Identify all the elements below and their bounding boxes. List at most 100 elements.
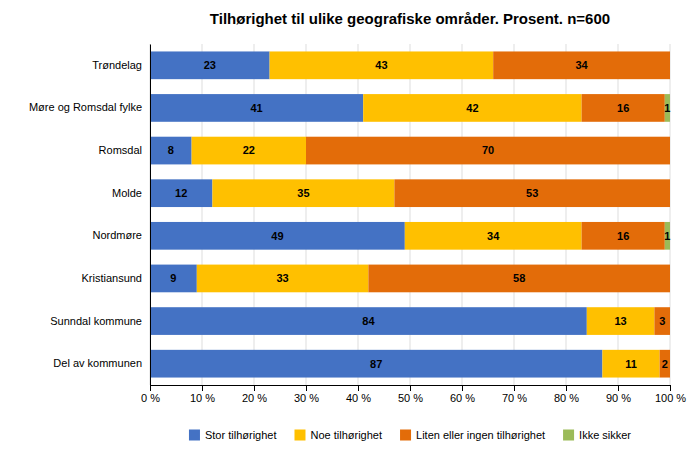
x-tick-mark bbox=[150, 385, 151, 391]
x-tick-label: 30 % bbox=[294, 392, 319, 404]
x-tick: 0 % bbox=[141, 385, 160, 404]
x-tick-mark bbox=[306, 385, 307, 391]
legend: Stor tilhørighet Noe tilhørighet Liten ell… bbox=[189, 429, 631, 441]
y-tick-label: Nordmøre bbox=[92, 229, 142, 241]
x-tick: 90 % bbox=[606, 385, 631, 404]
data-label: 35 bbox=[297, 187, 309, 199]
y-tick-label: Del av kommunen bbox=[53, 357, 142, 369]
x-tick-label: 10 % bbox=[190, 392, 215, 404]
data-label: 3 bbox=[659, 315, 665, 327]
data-label: 16 bbox=[617, 230, 629, 242]
data-label: 87 bbox=[370, 358, 382, 370]
title: Tilhørighet til ulike geografiske område… bbox=[210, 10, 610, 27]
bar bbox=[670, 51, 671, 79]
y-tick-label: Romsdal bbox=[99, 144, 142, 156]
x-tick: 40 % bbox=[346, 385, 371, 404]
bar bbox=[582, 222, 665, 250]
data-label: 8 bbox=[168, 144, 174, 156]
bar bbox=[405, 222, 582, 250]
legend-item: Ikke sikker bbox=[563, 429, 631, 441]
x-tick-mark bbox=[254, 385, 255, 391]
bar bbox=[670, 307, 671, 335]
data-labels: 2341812499848743422235343313113416705316… bbox=[168, 59, 671, 369]
data-label: 42 bbox=[466, 102, 478, 114]
bar bbox=[150, 307, 587, 335]
bar bbox=[150, 179, 212, 207]
plot: 2341812499848743422235343313113416705316… bbox=[29, 44, 686, 404]
bar bbox=[670, 179, 671, 207]
x-tick-label: 40 % bbox=[346, 392, 371, 404]
bar bbox=[587, 307, 655, 335]
bar bbox=[150, 265, 197, 293]
series bbox=[306, 51, 670, 377]
bar bbox=[306, 137, 670, 165]
series bbox=[150, 51, 602, 377]
y-tick-label: Møre og Romsdal fylke bbox=[29, 101, 142, 113]
x-tick-label: 0 % bbox=[141, 392, 160, 404]
legend-swatch bbox=[294, 430, 305, 441]
x-tick-mark bbox=[618, 385, 619, 391]
legend-swatch bbox=[400, 430, 411, 441]
data-label: 34 bbox=[487, 230, 500, 242]
x-tick: 100 % bbox=[655, 385, 686, 404]
bar bbox=[670, 350, 671, 378]
data-label: 13 bbox=[614, 315, 626, 327]
data-label: 16 bbox=[617, 102, 629, 114]
x-tick: 70 % bbox=[502, 385, 527, 404]
legend-label: Liten eller ingen tilhørighet bbox=[416, 429, 545, 441]
y-axis: Trøndelag Møre og Romsdal fylke Romsdal Mol… bbox=[29, 45, 151, 386]
legend-item: Noe tilhørighet bbox=[294, 429, 382, 441]
x-axis-line bbox=[151, 386, 671, 392]
x-tick: 30 % bbox=[294, 385, 319, 404]
x-tick-label: 80 % bbox=[554, 392, 579, 404]
data-label: 9 bbox=[170, 272, 176, 284]
bar bbox=[654, 307, 670, 335]
data-label: 84 bbox=[362, 315, 375, 327]
x-tick-mark bbox=[514, 385, 515, 391]
data-label: 22 bbox=[243, 144, 255, 156]
x-tick-mark bbox=[566, 385, 567, 391]
legend-item: Liten eller ingen tilhørighet bbox=[400, 429, 545, 441]
x-tick: 80 % bbox=[554, 385, 579, 404]
bar bbox=[582, 94, 665, 122]
x-tick-label: 100 % bbox=[655, 392, 686, 404]
x-tick-mark bbox=[410, 385, 411, 391]
bar bbox=[670, 265, 671, 293]
bar bbox=[150, 137, 192, 165]
y-tick: Molde bbox=[112, 187, 150, 199]
x-tick: 20 % bbox=[242, 385, 267, 404]
data-label: 2 bbox=[662, 358, 668, 370]
y-tick: Romsdal bbox=[99, 144, 150, 156]
y-tick-label: Molde bbox=[112, 187, 142, 199]
bar bbox=[270, 51, 494, 79]
x-tick-mark bbox=[358, 385, 359, 391]
y-tick: Nordmøre bbox=[92, 229, 150, 241]
y-tick-label: Trøndelag bbox=[92, 59, 142, 71]
y-tick-label: Sunndal kommune bbox=[50, 315, 142, 327]
bar bbox=[602, 350, 659, 378]
bar bbox=[665, 94, 670, 122]
y-axis-line bbox=[150, 45, 151, 386]
data-label: 43 bbox=[375, 59, 387, 71]
bar bbox=[660, 350, 670, 378]
legend-label: Noe tilhørighet bbox=[310, 429, 382, 441]
bar bbox=[394, 179, 670, 207]
bar bbox=[150, 350, 602, 378]
x-tick: 60 % bbox=[450, 385, 475, 404]
legend-label: Ikke sikker bbox=[579, 429, 631, 441]
x-tick-label: 60 % bbox=[450, 392, 475, 404]
legend-label: Stor tilhørighet bbox=[205, 429, 277, 441]
x-tick-label: 50 % bbox=[398, 392, 423, 404]
data-label: 70 bbox=[482, 144, 494, 156]
data-label: 58 bbox=[513, 272, 525, 284]
x-tick-label: 20 % bbox=[242, 392, 267, 404]
x-tick: 10 % bbox=[190, 385, 215, 404]
bar bbox=[150, 222, 405, 250]
bar bbox=[150, 94, 363, 122]
data-label: 41 bbox=[250, 102, 262, 114]
series bbox=[665, 94, 670, 250]
legend-swatch bbox=[189, 430, 200, 441]
bar bbox=[665, 222, 670, 250]
x-tick-mark bbox=[670, 385, 671, 391]
bar bbox=[493, 51, 670, 79]
